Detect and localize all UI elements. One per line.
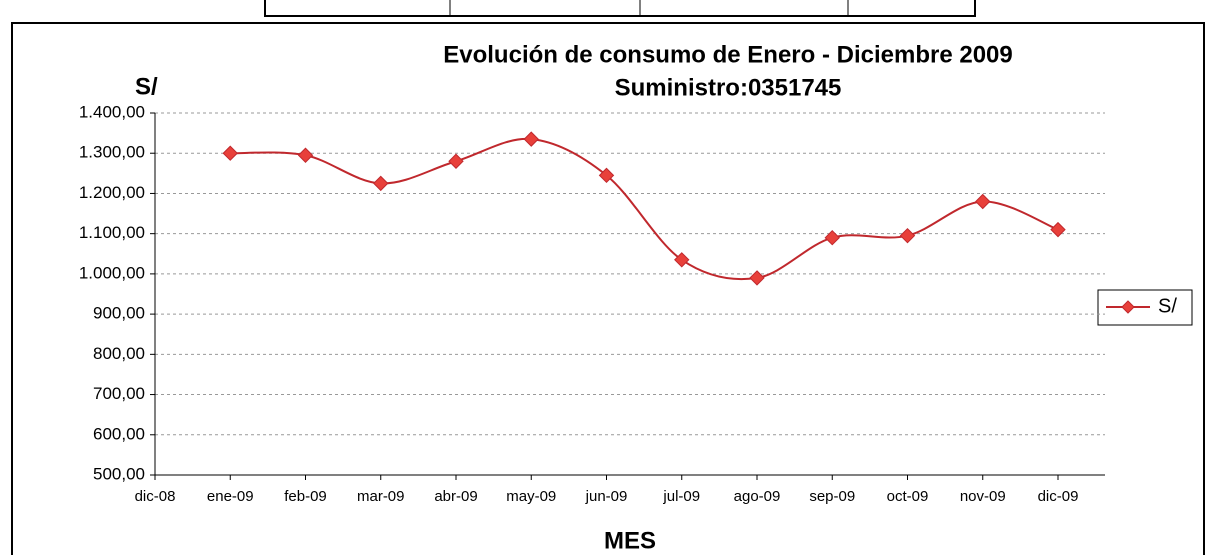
- y-tick-label: 1.200,00: [79, 183, 145, 202]
- data-point: [899, 227, 916, 244]
- x-tick-label: dic-08: [135, 488, 176, 505]
- y-tick-label: 500,00: [93, 464, 145, 483]
- x-tick-label: ago-09: [734, 488, 781, 505]
- y-axis-label: S/: [135, 73, 158, 100]
- y-tick-label: 1.300,00: [79, 143, 145, 162]
- x-tick-label: dic-09: [1038, 488, 1079, 505]
- data-point: [1050, 221, 1066, 238]
- data-point: [222, 145, 238, 161]
- table-fragment: [264, 0, 976, 17]
- data-point: [975, 193, 991, 210]
- y-tick-label: 1.100,00: [79, 223, 145, 242]
- data-point: [598, 167, 615, 184]
- y-tick-label: 1.000,00: [79, 263, 145, 282]
- data-point: [373, 175, 389, 192]
- x-axis-label: MES: [604, 527, 656, 554]
- x-tick-label: jul-09: [662, 488, 700, 505]
- x-tick-label: abr-09: [434, 488, 477, 505]
- chart-frame: [11, 22, 1205, 555]
- x-tick-label: sep-09: [809, 488, 855, 505]
- data-point: [523, 131, 539, 147]
- x-tick-label: nov-09: [960, 488, 1006, 505]
- y-tick-label: 700,00: [93, 384, 145, 403]
- y-tick-label: 1.400,00: [79, 102, 145, 121]
- data-point: [674, 252, 690, 268]
- x-tick-label: mar-09: [357, 488, 405, 505]
- data-point: [448, 153, 464, 169]
- x-tick-label: ene-09: [207, 488, 254, 505]
- data-point: [749, 270, 765, 286]
- x-tick-label: jun-09: [585, 488, 628, 505]
- legend-label: S/: [1158, 295, 1177, 317]
- chart-title: Evolución de consumo de Enero - Diciembr…: [443, 41, 1013, 68]
- x-tick-label: feb-09: [284, 488, 327, 505]
- y-tick-label: 600,00: [93, 424, 145, 443]
- x-tick-label: may-09: [506, 488, 556, 505]
- y-tick-label: 900,00: [93, 304, 145, 323]
- data-point: [824, 229, 840, 246]
- legend-marker: [1121, 300, 1135, 314]
- x-tick-label: oct-09: [887, 488, 929, 505]
- y-tick-label: 800,00: [93, 344, 145, 363]
- chart-subtitle: Suministro:0351745: [615, 74, 842, 101]
- data-point: [297, 147, 314, 163]
